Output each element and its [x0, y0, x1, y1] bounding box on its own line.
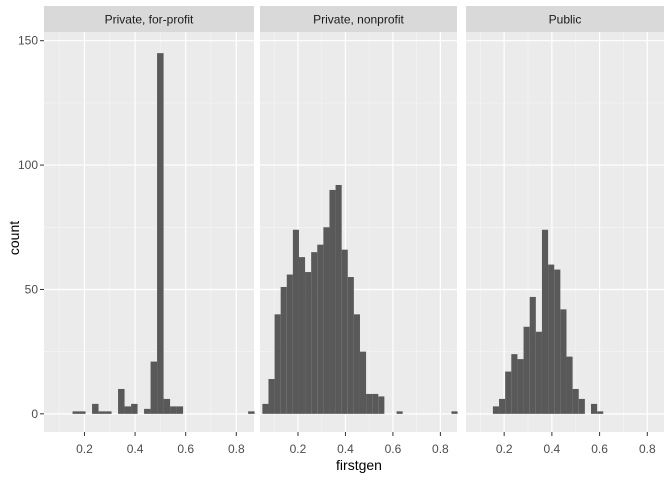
histogram-bar	[329, 189, 336, 414]
histogram-bar	[72, 411, 80, 414]
histogram-bar	[535, 331, 542, 414]
facet-strip-label: Private, for-profit	[105, 13, 194, 27]
histogram-bar	[378, 396, 385, 414]
x-tick-label: 0.6	[591, 442, 608, 456]
x-tick-label: 0.4	[337, 442, 354, 456]
histogram-bar	[366, 393, 373, 414]
histogram-bar	[372, 393, 379, 414]
histogram-bar	[92, 403, 99, 414]
histogram-bar	[347, 277, 354, 414]
x-tick-label: 0.4	[544, 442, 561, 456]
histogram-bar	[323, 227, 330, 414]
histogram-bar	[262, 403, 269, 414]
histogram-bar	[572, 388, 579, 414]
histogram-bar	[523, 326, 530, 414]
x-tick-label: 0.2	[290, 442, 307, 456]
histogram-bar	[511, 354, 518, 414]
panel-background	[44, 32, 254, 432]
y-tick-label: 50	[25, 282, 39, 296]
histogram-bar	[529, 296, 536, 414]
y-axis-title: count	[6, 221, 22, 255]
histogram-bar	[396, 411, 403, 414]
histogram-bar	[298, 257, 306, 414]
x-tick-label: 0.6	[177, 442, 194, 456]
histogram-bar	[118, 388, 125, 414]
facet-strip	[260, 6, 457, 32]
histogram-bar	[317, 244, 324, 414]
histogram-bar	[578, 398, 585, 414]
x-tick-label: 0.8	[228, 442, 245, 456]
histogram-bar	[566, 356, 573, 414]
histogram-bar	[79, 411, 86, 414]
y-tick-label: 150	[18, 34, 38, 48]
histogram-bar	[548, 264, 555, 414]
histogram-bar	[124, 406, 132, 414]
histogram-bar	[292, 229, 299, 414]
histogram-bar	[144, 408, 151, 414]
histogram-bar	[554, 269, 561, 414]
histogram-bar	[597, 411, 604, 414]
facet-strip-label: Private, nonprofit	[313, 13, 404, 27]
histogram-bar	[560, 309, 567, 414]
histogram-bar	[176, 406, 184, 414]
histogram-bar	[98, 411, 106, 414]
histogram-bar	[311, 252, 318, 414]
histogram-bar	[353, 314, 360, 414]
histogram-bar	[505, 371, 512, 414]
histogram-bar	[517, 359, 524, 414]
histogram-bar	[170, 406, 177, 414]
y-tick-label: 100	[18, 158, 38, 172]
histogram-bar	[492, 406, 500, 414]
histogram-bar	[359, 351, 367, 414]
histogram-bar	[591, 403, 598, 414]
facet-strip-label: Public	[549, 13, 582, 27]
x-axis-title: firstgen	[336, 457, 382, 473]
x-tick-label: 0.2	[496, 442, 513, 456]
histogram-bar	[541, 229, 549, 414]
histogram-bar	[335, 184, 342, 414]
histogram-bar	[280, 286, 287, 414]
histogram-bar	[248, 411, 255, 414]
x-tick-label: 0.4	[127, 442, 144, 456]
x-tick-label: 0.8	[639, 442, 656, 456]
histogram-bar	[341, 249, 348, 414]
histogram-bar	[150, 361, 158, 414]
histogram-bar	[286, 274, 293, 414]
x-tick-label: 0.6	[385, 442, 402, 456]
histogram-bar	[451, 411, 458, 414]
y-tick-label: 0	[31, 407, 38, 421]
histogram-bar	[499, 398, 506, 414]
histogram-bar	[305, 272, 312, 414]
x-tick-label: 0.2	[76, 442, 93, 456]
histogram-bar	[131, 403, 138, 414]
histogram-bar	[274, 314, 281, 414]
x-tick-label: 0.8	[432, 442, 449, 456]
histogram-bar	[268, 379, 275, 414]
histogram-bar	[163, 398, 171, 414]
histogram-bar	[105, 411, 112, 414]
histogram-bar	[157, 53, 164, 414]
facet-strip	[466, 6, 664, 32]
facet-strip	[44, 6, 254, 32]
